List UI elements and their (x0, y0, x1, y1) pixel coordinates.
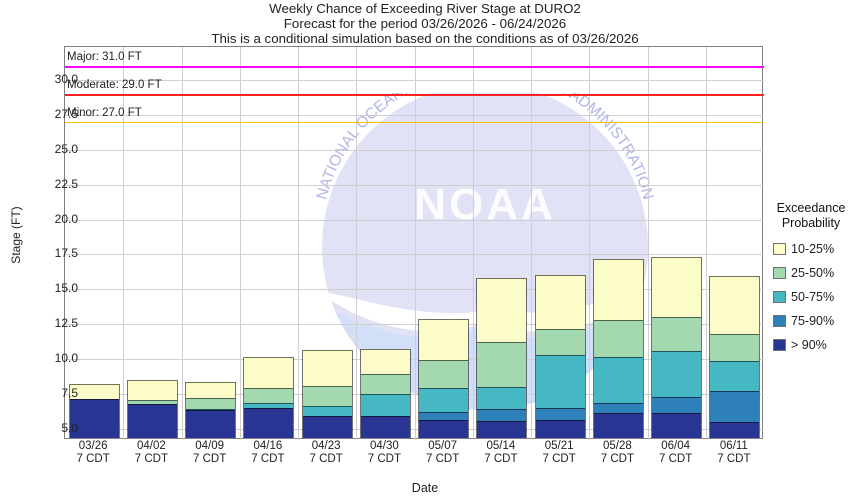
svg-text:NOAA: NOAA (414, 180, 556, 229)
